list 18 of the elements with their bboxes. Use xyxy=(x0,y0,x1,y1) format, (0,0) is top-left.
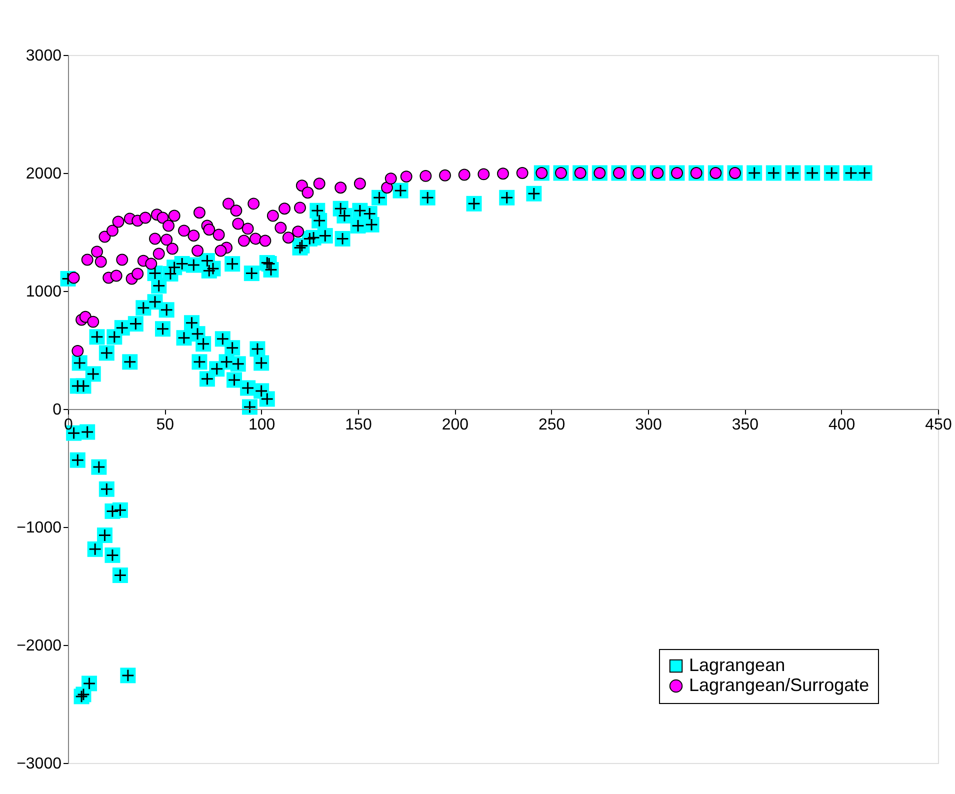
x-tick-label: 50 xyxy=(156,416,174,434)
x-tick-label: 100 xyxy=(248,416,276,434)
y-tick-label: 0 xyxy=(52,402,62,418)
x-tick-label: 150 xyxy=(345,416,372,434)
x-tick-label: 200 xyxy=(442,416,469,434)
legend-label: Lagrangean xyxy=(689,655,786,675)
y-tick-label: 2000 xyxy=(26,166,62,182)
y-tick-label: −3000 xyxy=(16,756,62,772)
x-tick-label: 400 xyxy=(828,416,856,434)
x-tick-label: 350 xyxy=(732,416,759,434)
x-tick-label: 250 xyxy=(538,416,566,434)
y-tick-label: 3000 xyxy=(26,48,62,64)
y-tick-label: 1000 xyxy=(26,284,62,300)
legend-label: Lagrangean/Surrogate xyxy=(689,675,870,695)
x-tick-label: 300 xyxy=(635,416,662,434)
x-tick-label: 450 xyxy=(925,416,952,434)
y-tick-label: −2000 xyxy=(16,638,62,654)
y-tick-label: −1000 xyxy=(16,520,62,536)
